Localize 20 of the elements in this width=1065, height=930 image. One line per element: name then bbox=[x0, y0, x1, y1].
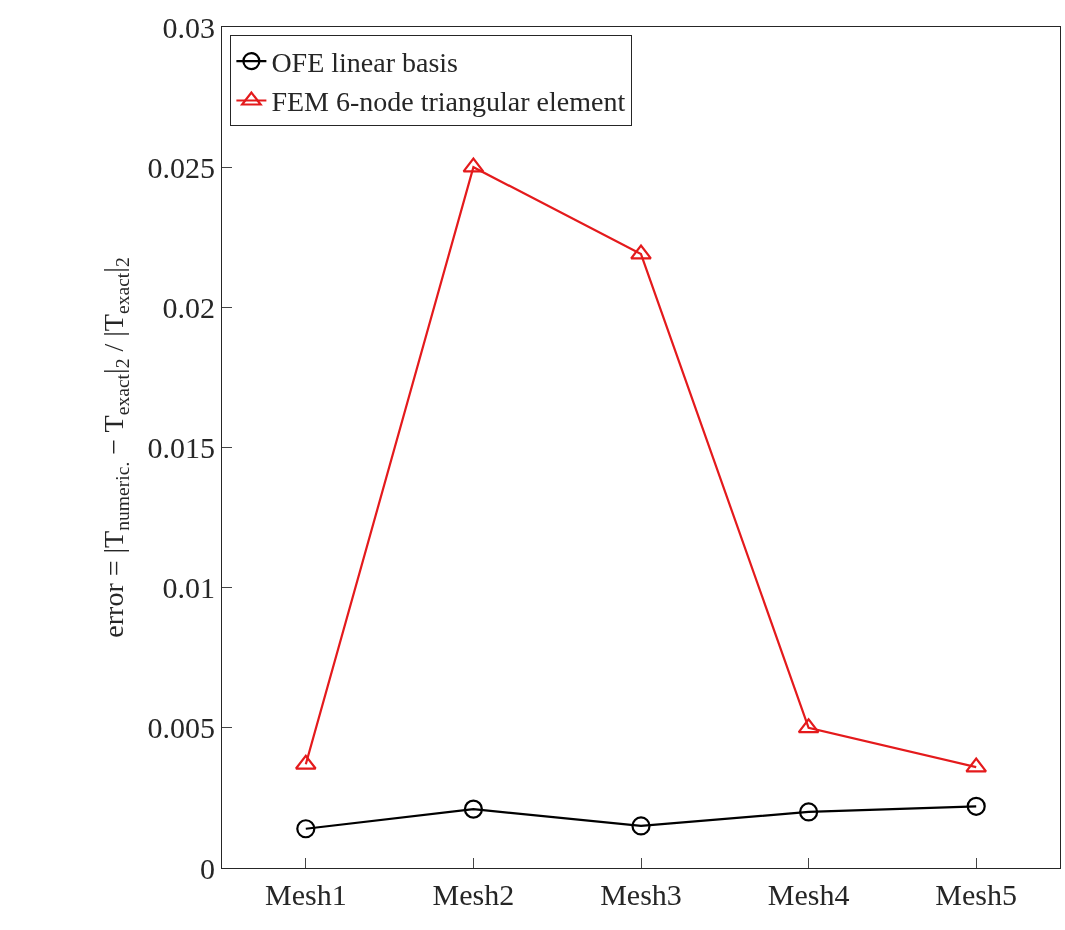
y-tick-label: 0.02 bbox=[162, 290, 215, 324]
point bbox=[966, 796, 986, 816]
y-tick-label: 0.015 bbox=[147, 431, 215, 464]
legend-label: OFE linear basis bbox=[271, 47, 459, 79]
x-tick-label: Mesh2 bbox=[432, 878, 515, 911]
x-tick-label: Mesh5 bbox=[935, 878, 1018, 911]
y-tick-label: 0.025 bbox=[147, 150, 215, 184]
point bbox=[630, 244, 652, 260]
y-tick-label: 0.03 bbox=[162, 10, 215, 44]
x-tick-label: Mesh1 bbox=[264, 878, 347, 911]
x-tick-label: Mesh4 bbox=[767, 878, 850, 911]
legend-label: FEM 6-node triangular element bbox=[271, 86, 626, 118]
point bbox=[296, 819, 316, 839]
y-tick-label: 0.005 bbox=[147, 711, 215, 745]
y-tick-label: 0 bbox=[200, 851, 215, 885]
x-tick-label: Mesh3 bbox=[600, 878, 682, 911]
point bbox=[631, 816, 651, 836]
y-tick-label: 0.01 bbox=[162, 571, 215, 605]
point bbox=[799, 802, 819, 822]
point bbox=[463, 799, 483, 819]
